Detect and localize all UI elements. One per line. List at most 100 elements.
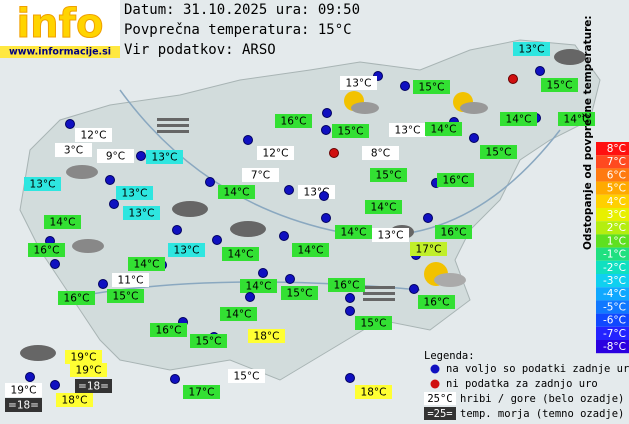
station-temp: 12°C [263,148,289,160]
scale-step [596,340,629,354]
station-dot [243,135,253,145]
station-box [370,168,407,182]
station-box [220,307,257,321]
station-temp: 16°C [443,175,469,187]
station-box [107,289,144,303]
station-temp: 16°C [64,293,90,305]
station-temp: 13°C [30,179,56,191]
station-dot [535,66,545,76]
station-box [24,177,61,191]
station-temp: 16°C [34,245,60,257]
station-dot [105,175,115,185]
station-temp: 14°C [224,187,250,199]
station-dot [98,279,108,289]
station-box [355,316,392,330]
station-temp: 16°C [424,297,450,309]
station-box [275,114,312,128]
station-temp: 14°C [341,227,367,239]
station-temp: 19°C [11,385,37,397]
station-box [240,279,277,293]
legend: Legenda: na voljo so podatki zadnje ure … [424,350,629,420]
logo-band [0,46,120,58]
station-dot [345,293,355,303]
station-box [335,225,372,239]
station-box [355,385,392,399]
station-box [365,200,402,214]
station-box [112,273,149,287]
station-box [500,112,537,126]
station-temp: 18°C [62,395,88,407]
station-box [44,215,81,229]
station-dot [109,199,119,209]
station-box [413,80,450,94]
scale-step [596,274,629,288]
station-temp: 8°C [371,148,390,160]
station-temp: 15°C [361,318,387,330]
station-dot [409,284,419,294]
station-temp: 14°C [246,281,272,293]
station-dot [321,125,331,135]
legend-dot [430,364,440,374]
station-box [410,242,447,256]
scale-label: -5°C [603,301,626,313]
station-temp: 13°C [174,245,200,257]
legend-mountain-sample: 25°C [427,393,452,405]
station-temp: 14°C [298,245,324,257]
station-box [168,243,205,257]
station-dot [400,81,410,91]
station-box [183,385,220,399]
station-temp: 3°C [64,145,83,157]
station-dot [136,151,146,161]
station-temp: 15°C [113,291,139,303]
station-box [228,369,265,383]
station-temp: 16°C [281,116,307,128]
station-box [56,393,93,407]
site: www.informacije.si [9,47,111,58]
station-temp: 13°C [519,44,545,56]
legend-title: Legenda: [424,350,475,362]
scale-label: 2°C [607,222,626,234]
scale-step [596,221,629,235]
scale-step [596,247,629,261]
station-dot [50,259,60,269]
station-temp: 12°C [81,130,107,142]
station-temp: 14°C [134,259,160,271]
scale-label: 3°C [607,209,626,221]
station-dot [258,268,268,278]
scale-step [596,194,629,208]
station-box [425,122,462,136]
station-temp: 14°C [431,124,457,136]
station-box [389,123,426,137]
scale-step [596,168,629,182]
station-box [480,145,517,159]
deviation-scale: Odstopanje od povprečne temperature: 8°C… [582,15,629,354]
source: Vir podatkov: ARSO [124,42,276,58]
station-box [558,112,595,126]
station-temp: =18= [8,400,39,412]
station-box [75,379,112,393]
station-temp: 15°C [419,82,445,94]
scale-label: -8°C [603,341,626,353]
station-box [328,278,365,292]
scale-label: -7°C [603,328,626,340]
average: Povprečna temperatura: 15°C [124,22,352,38]
scale-label: 8°C [607,143,626,155]
station-box [218,185,255,199]
station-box [146,150,183,164]
station-box [541,78,578,92]
scale-label: 5°C [607,183,626,195]
legend-sea: temp. morja (temno ozadje) [460,408,624,420]
station-temp: 13°C [122,188,148,200]
scale-step [596,326,629,340]
station-box [70,363,107,377]
station-temp: 14°C [506,114,532,126]
scale-label: -4°C [603,288,626,300]
station-dot [279,231,289,241]
station-box [362,146,399,160]
station-temp: 16°C [441,227,467,239]
station-box [123,206,160,220]
station-temp: 18°C [361,387,387,399]
station-box [5,398,42,412]
station-box [150,323,187,337]
scale-label: 1°C [607,235,626,247]
